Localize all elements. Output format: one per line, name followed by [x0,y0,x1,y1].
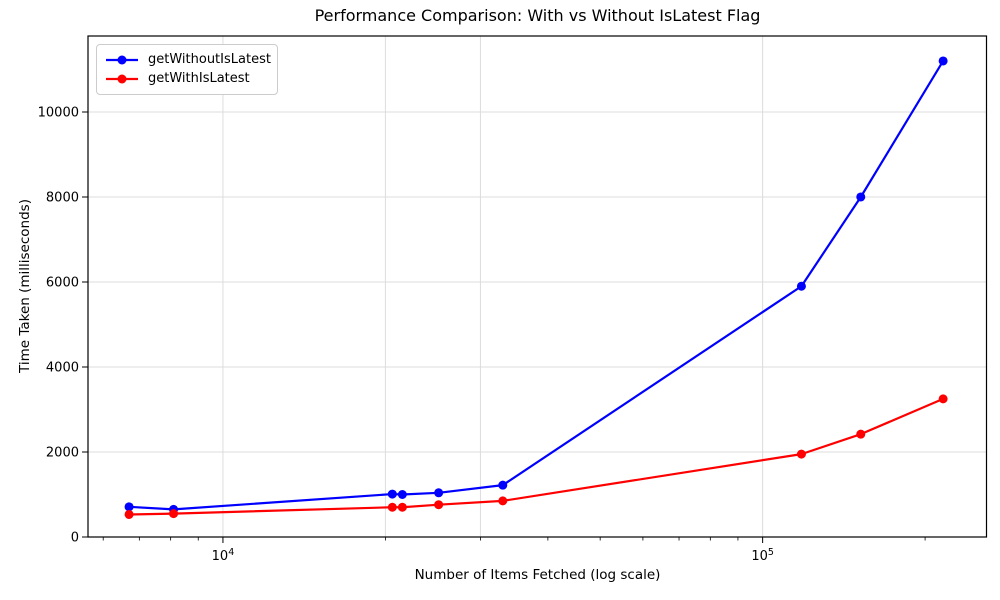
series-getWithoutIsLatest [124,56,948,514]
x-tick-label: 105 [751,547,774,564]
legend: getWithoutIsLatest getWithIsLatest [96,44,278,95]
x-axis: 104 105 [102,537,926,564]
chart-title: Performance Comparison: With vs Without … [314,6,761,25]
data-point [796,281,806,291]
legend-line-sample-icon [106,74,138,83]
y-axis: 0 2000 4000 6000 8000 10000 [38,105,88,546]
y-tick-label: 8000 [46,190,79,205]
data-point [397,489,407,499]
legend-item-getWithoutIsLatest: getWithoutIsLatest [105,50,271,69]
legend-item-getWithIsLatest: getWithIsLatest [105,69,267,88]
data-point [387,502,397,512]
data-point [434,488,444,498]
data-point [856,429,866,439]
y-axis-label: Time Taken (milliseconds) [17,199,33,373]
data-point [169,509,179,519]
x-tick-label: 104 [212,547,235,564]
legend-label: getWithoutIsLatest [148,52,271,67]
y-tick-label: 10000 [38,105,79,120]
data-point [856,192,866,202]
series-line [129,397,944,516]
data-point [397,502,407,512]
y-tick-label: 0 [71,531,79,546]
data-point [938,394,948,404]
x-axis-label: Number of Items Fetched (log scale) [414,567,661,583]
series-getWithIsLatest [124,394,948,519]
legend-line-sample-icon [106,55,138,64]
data-point [938,56,948,66]
data-point [498,480,508,490]
gridlines [88,36,987,537]
y-tick-label: 4000 [46,360,79,375]
legend-label: getWithIsLatest [148,71,250,86]
data-point [124,509,134,519]
data-point [124,502,134,512]
data-point [498,496,508,506]
data-point [387,489,397,499]
data-point [434,500,444,510]
series-line [129,60,945,511]
y-tick-label: 6000 [46,275,79,290]
data-point [796,449,806,459]
plot-border [87,35,988,538]
y-tick-label: 2000 [46,445,79,460]
